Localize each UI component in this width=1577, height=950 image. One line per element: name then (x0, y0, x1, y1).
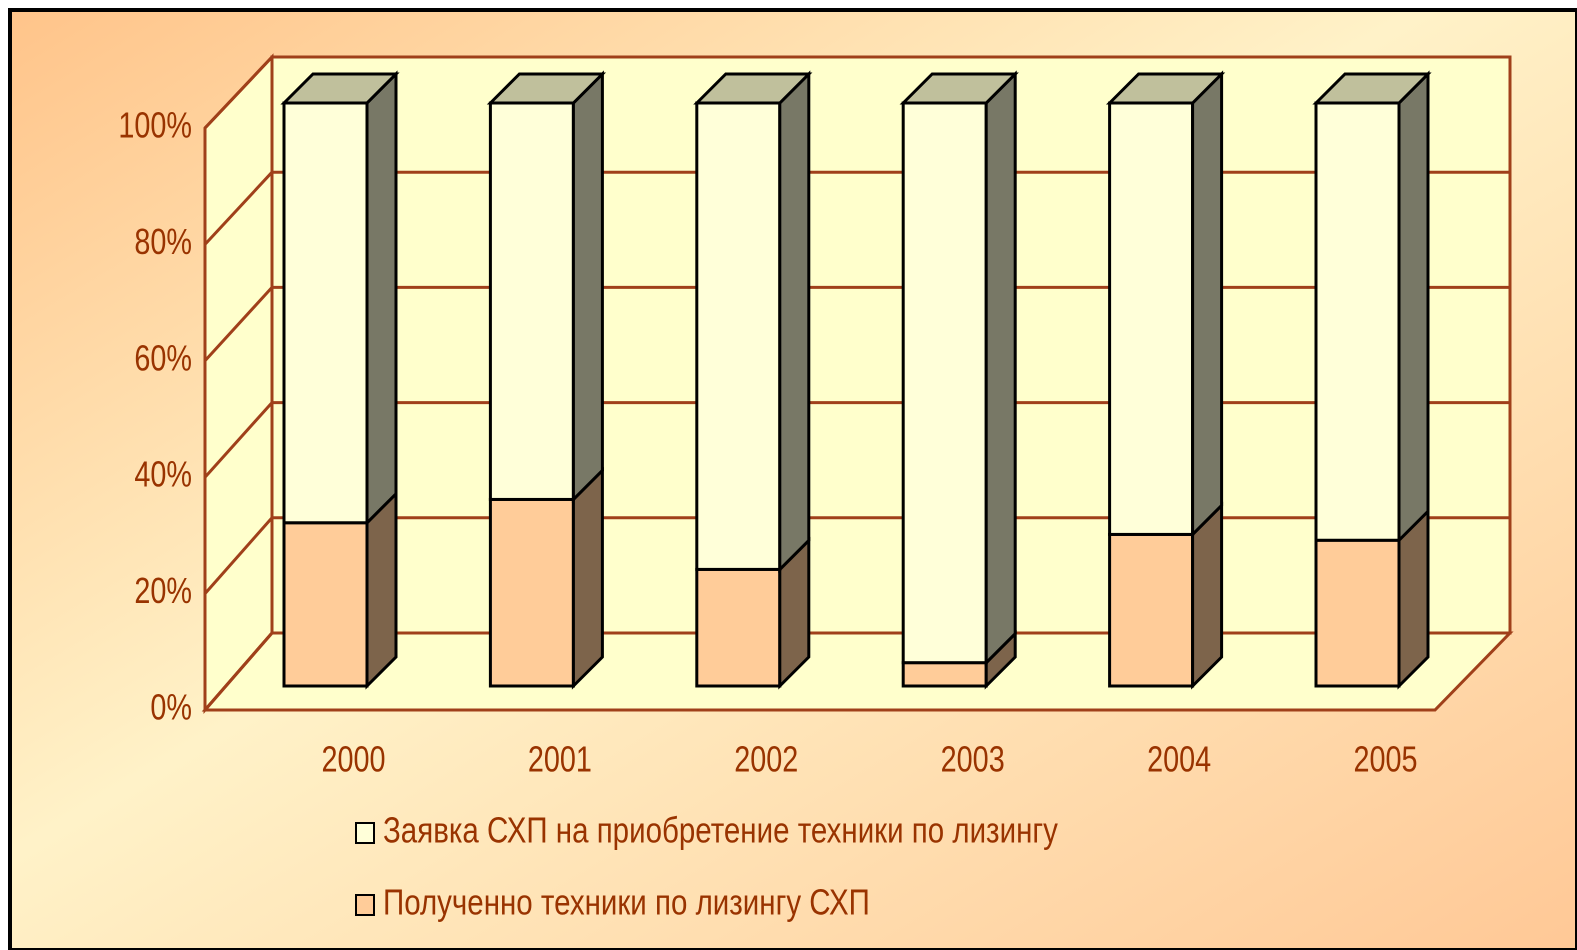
bar-top (1312, 72, 1432, 105)
grid-line (203, 286, 274, 362)
bar-segment (488, 497, 575, 688)
bar-top (899, 72, 1019, 105)
legend-swatch (355, 822, 375, 844)
bar-side (571, 466, 604, 690)
x-tick-label: 2003 (941, 738, 1005, 779)
grid-line (203, 171, 274, 246)
legend-label: Полученно техники по лизингу СХП (383, 882, 870, 922)
bar-top (1105, 72, 1226, 105)
bar-segment (1108, 532, 1195, 688)
bar-segment (695, 101, 782, 571)
bar-segment (282, 521, 369, 688)
bar-side (365, 70, 398, 527)
x-tick-label: 2005 (1353, 738, 1417, 779)
bar-segment (1108, 101, 1195, 536)
y-tick-label: 60% (134, 337, 192, 378)
side-wall (203, 53, 274, 715)
bar-segment (282, 101, 369, 525)
bar-side (984, 70, 1017, 667)
bar-side (1397, 70, 1430, 544)
y-tick-label: 0% (150, 686, 192, 727)
bar-top (280, 72, 400, 105)
bar-side (1191, 70, 1224, 539)
x-tick-label: 2004 (1147, 738, 1211, 779)
x-tick-label: 2000 (321, 738, 385, 779)
bar-side (365, 490, 398, 690)
bar-top (693, 72, 813, 105)
y-tick-label: 40% (134, 454, 192, 495)
bar-side (1191, 501, 1224, 690)
bar-segment (901, 661, 988, 688)
bar-top (486, 72, 607, 105)
x-tick-label: 2002 (734, 738, 798, 779)
bar-segment (695, 567, 782, 688)
bar-segment (488, 101, 575, 501)
bar-segment (901, 101, 988, 665)
y-tick-label: 100% (118, 104, 192, 145)
bar-segment (1314, 101, 1401, 542)
bar-segment (1314, 538, 1401, 688)
floor (201, 631, 1514, 712)
y-tick-label: 20% (134, 570, 192, 611)
grid-line (203, 516, 274, 595)
y-tick-label: 80% (134, 221, 192, 262)
grid-line (203, 401, 274, 479)
bar-side (571, 70, 604, 504)
grid-line (203, 632, 274, 711)
legend-label: Заявка СХП на приобретение техники по ли… (383, 810, 1058, 850)
grid-line (203, 55, 274, 130)
legend-swatch (355, 894, 375, 916)
x-tick-label: 2001 (528, 738, 592, 779)
bar-side (778, 70, 811, 574)
